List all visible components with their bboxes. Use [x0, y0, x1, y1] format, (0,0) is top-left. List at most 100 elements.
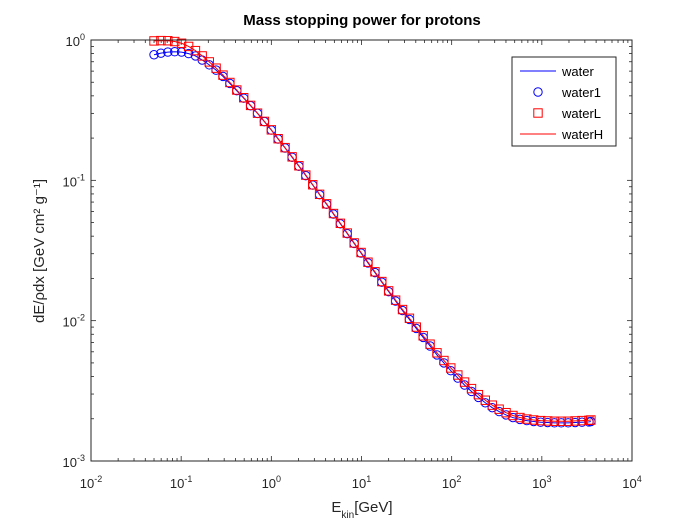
data-point-waterL: [473, 389, 484, 400]
data-point-waterL: [280, 142, 290, 153]
x-tick-label: 100: [262, 474, 281, 491]
data-point-waterL: [480, 395, 490, 405]
y-tick-label: 100: [66, 32, 85, 49]
data-point-waterL: [294, 161, 304, 171]
data-point-waterL: [439, 355, 449, 366]
x-axis-label: Ekin[GeV]: [331, 499, 392, 521]
data-point-waterL: [459, 377, 470, 387]
x-tick-exp: -1: [184, 474, 192, 484]
data-point-waterL: [266, 125, 277, 135]
series-waterH: [153, 40, 591, 422]
data-point-waterL: [425, 339, 435, 349]
legend-label-water1: water1: [561, 85, 601, 100]
data-point-waterL: [176, 38, 187, 48]
x-tick-base: 10: [80, 476, 94, 491]
chart-title: Mass stopping power for protons: [243, 12, 481, 29]
x-tick-exp: 0: [276, 474, 281, 484]
legend: water water1 waterL waterH: [511, 56, 617, 147]
y-tick-exp: -2: [77, 313, 85, 323]
data-point-water1: [149, 50, 159, 60]
data-point-waterL: [522, 414, 532, 424]
y-tick-base: 10: [63, 455, 77, 470]
legend-box: [511, 56, 617, 147]
data-point-waterL: [397, 304, 408, 315]
x-tick-label: 10-1: [170, 474, 192, 491]
data-point-waterL: [225, 77, 235, 88]
data-point-waterL: [501, 407, 511, 418]
data-point-waterL: [314, 189, 325, 200]
legend-swatch-waterL: [533, 108, 543, 118]
x-tick-exp: 1: [366, 474, 371, 484]
data-point-waterL: [466, 383, 477, 394]
data-point-waterL: [453, 370, 463, 380]
data-point-waterL: [370, 267, 380, 277]
x-tick-base: 10: [262, 476, 276, 491]
legend-swatch-water1: [533, 87, 543, 97]
data-point-waterL: [273, 134, 283, 144]
data-point-waterL: [245, 100, 256, 111]
data-point-water1: [190, 51, 201, 61]
x-tick-base: 10: [442, 476, 456, 491]
x-axis-label-main: E: [331, 499, 341, 516]
legend-label-water: water: [561, 64, 594, 79]
data-point-waterL: [418, 331, 428, 341]
data-point-waterL: [301, 170, 311, 180]
data-point-waterL: [328, 208, 339, 219]
x-tick-labels: 10-2 10-1 100 101 102 103 104: [80, 474, 642, 491]
data-point-waterL: [494, 404, 504, 414]
data-point-water1: [170, 47, 180, 57]
data-point-water1: [156, 48, 166, 58]
data-point-waterL: [432, 348, 442, 358]
legend-label-waterH: waterH: [561, 127, 603, 142]
x-tick-exp: 4: [637, 474, 642, 484]
data-point-waterL: [383, 286, 394, 296]
y-tick-exp: 0: [80, 32, 85, 42]
x-tick-label: 102: [442, 474, 461, 491]
x-tick-exp: -2: [94, 474, 102, 484]
y-tick-label: 10-1: [63, 172, 85, 189]
y-tick-base: 10: [63, 174, 77, 189]
y-tick-label: 10-2: [63, 313, 85, 330]
y-axis-label: dE/ρdx [GeV cm² g⁻¹]: [31, 179, 48, 323]
data-point-waterL: [390, 295, 401, 305]
data-point-waterL: [411, 322, 421, 332]
data-point-waterL: [197, 51, 207, 61]
data-point-waterL: [218, 70, 228, 80]
data-point-waterL: [204, 57, 214, 67]
data-point-waterL: [211, 63, 221, 73]
data-point-waterL: [335, 218, 346, 229]
data-point-waterL: [259, 116, 270, 127]
x-axis-label-sub: kin: [341, 510, 354, 521]
x-tick-label: 104: [622, 474, 641, 491]
y-tick-base: 10: [63, 315, 77, 330]
x-tick-exp: 3: [547, 474, 552, 484]
data-point-waterL: [515, 412, 525, 423]
plot-frame: [90, 39, 633, 462]
data-point-waterL: [363, 257, 373, 267]
data-point-waterL: [342, 228, 352, 238]
x-tick-exp: 2: [456, 474, 461, 484]
data-point-waterL: [404, 313, 415, 323]
legend-label-waterL: waterL: [561, 106, 601, 121]
data-point-waterL: [239, 93, 249, 103]
y-tick-exp: -1: [77, 172, 85, 182]
data-point-waterL: [446, 363, 456, 373]
series-line-waterH: [153, 40, 591, 422]
data-point-water1: [163, 47, 173, 57]
x-tick-label: 101: [352, 474, 371, 491]
x-tick-base: 10: [532, 476, 546, 491]
x-tick-label: 10-2: [80, 474, 102, 491]
data-point-waterL: [232, 85, 242, 95]
x-tick-base: 10: [622, 476, 636, 491]
data-point-waterL: [377, 276, 387, 287]
x-tick-base: 10: [170, 476, 184, 491]
series-layer: [149, 35, 596, 428]
x-tick-base: 10: [352, 476, 366, 491]
data-point-waterL: [190, 45, 201, 56]
data-point-water1: [183, 48, 194, 59]
x-tick-label: 103: [532, 474, 551, 491]
x-axis-label-rest: [GeV]: [354, 499, 392, 516]
data-point-waterL: [508, 410, 518, 421]
